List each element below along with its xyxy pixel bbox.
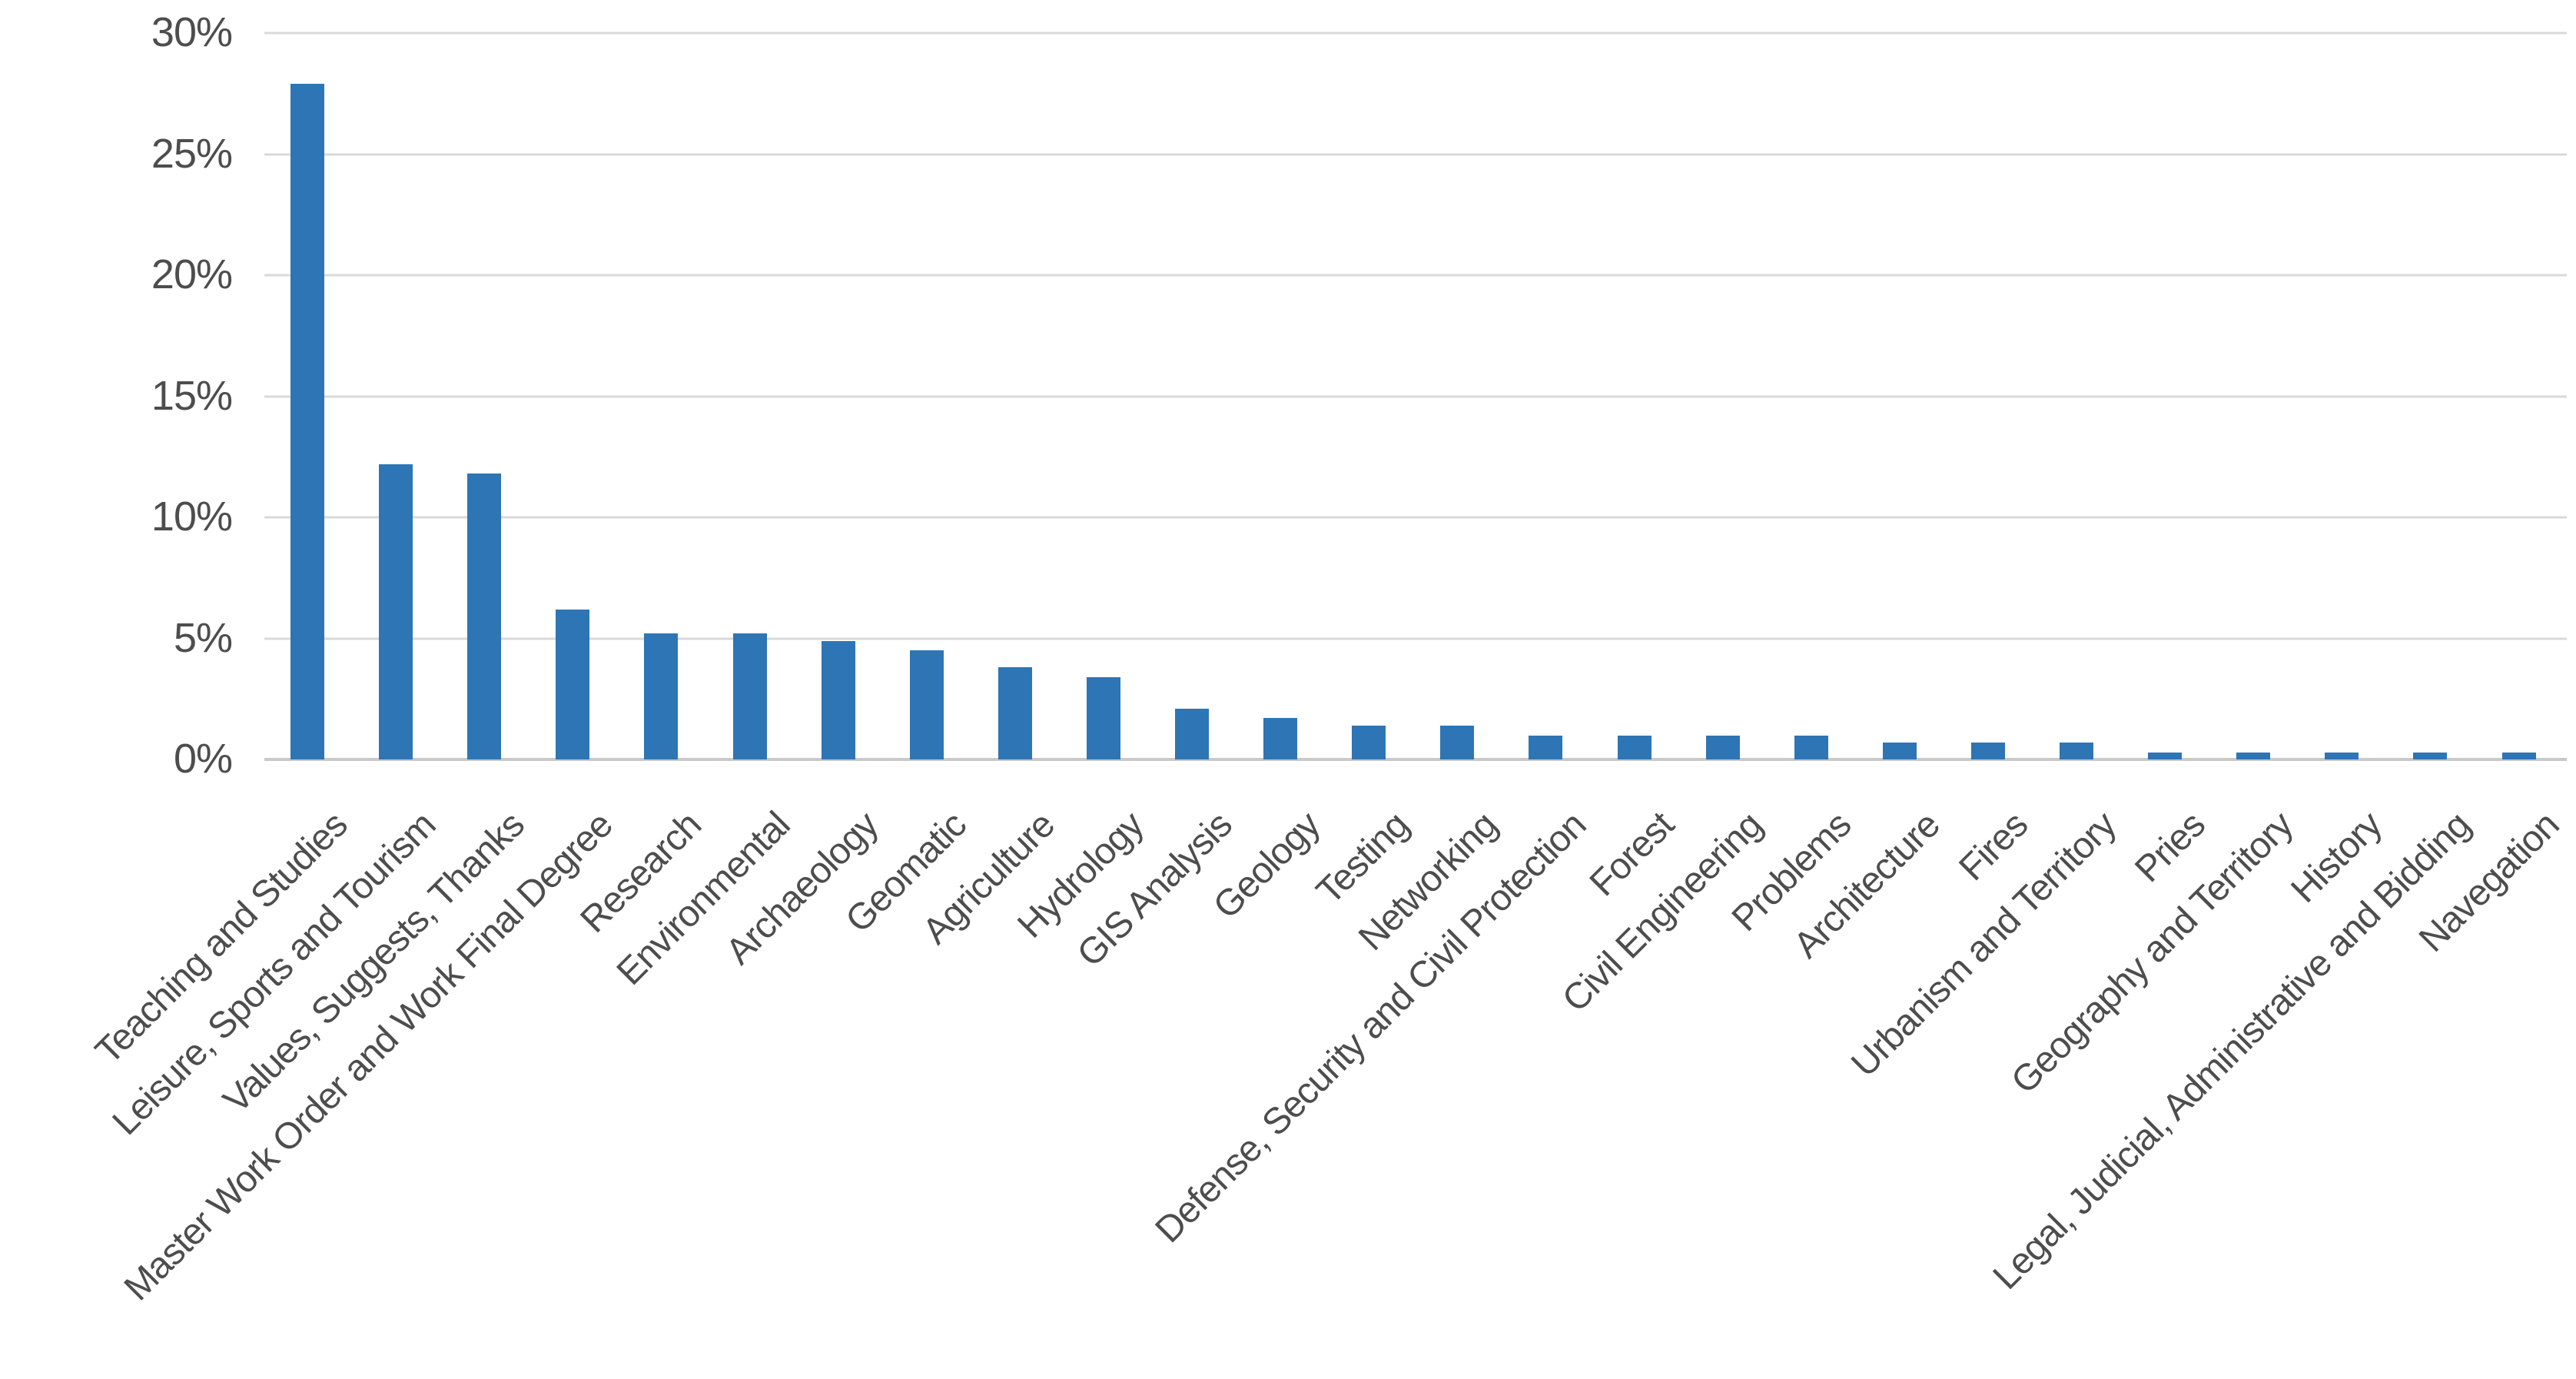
bar: [290, 84, 324, 759]
bar: [379, 464, 413, 759]
bar: [732, 633, 767, 759]
bar: [2236, 752, 2271, 759]
bar: [2325, 752, 2359, 759]
bar: [2413, 752, 2448, 759]
y-tick-label: 30%: [151, 8, 233, 55]
y-tick-label: 5%: [173, 614, 233, 661]
bar: [2148, 752, 2183, 759]
bar: [1086, 676, 1120, 759]
bar: [1352, 725, 1386, 759]
bar: [2501, 752, 2536, 759]
bar: [467, 474, 502, 759]
gridline: [264, 637, 2567, 640]
bar: [1617, 735, 1651, 759]
bar: [1529, 735, 1563, 759]
y-tick-label: 20%: [151, 251, 233, 297]
bar: [1882, 742, 1917, 759]
gridline: [264, 395, 2567, 397]
bar: [909, 650, 944, 759]
bar: [1175, 708, 1209, 759]
bar: [556, 609, 590, 759]
bar: [2060, 742, 2093, 759]
x-axis-line: [264, 758, 2567, 761]
y-tick-label: 10%: [151, 493, 233, 540]
gridline: [264, 153, 2567, 155]
bar: [1440, 725, 1475, 759]
bar: [1794, 735, 1828, 759]
y-tick-label: 15%: [151, 372, 233, 419]
bar: [1705, 735, 1740, 759]
gridline: [264, 274, 2567, 277]
bar: [1263, 718, 1298, 759]
y-tick-label: 25%: [151, 130, 233, 177]
gridline: [264, 516, 2567, 519]
bar: [821, 640, 855, 759]
bar: [1970, 742, 2005, 759]
bar: [644, 633, 679, 759]
bar: [998, 667, 1032, 759]
gridline: [264, 32, 2567, 35]
y-tick-label: 0%: [173, 735, 233, 782]
